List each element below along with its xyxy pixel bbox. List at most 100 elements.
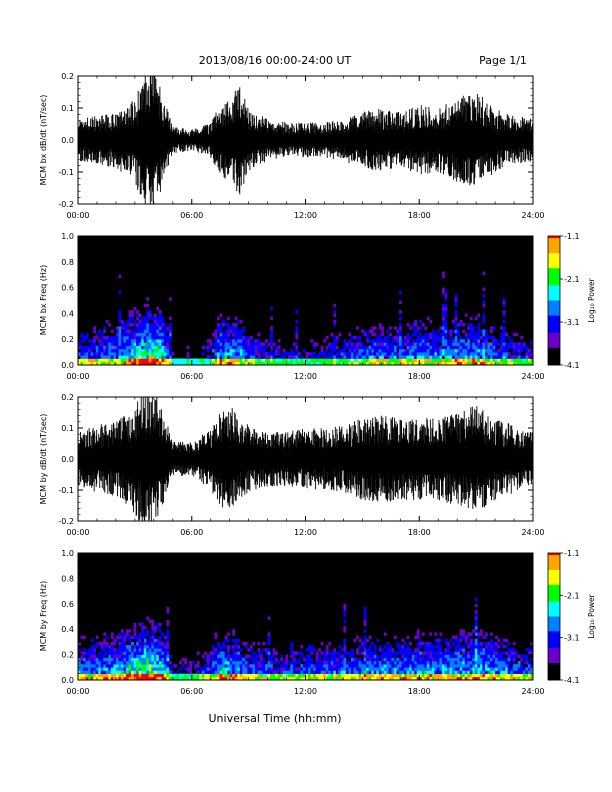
spectrogram-cell xyxy=(335,670,339,674)
spectrogram-cell xyxy=(93,645,96,649)
spectrogram-cell xyxy=(414,352,418,356)
spectrogram-cell xyxy=(371,361,375,366)
spectrogram-cell xyxy=(477,361,481,366)
spectrogram-cell xyxy=(265,673,268,678)
spectrogram-cell xyxy=(512,348,516,353)
spectrogram-cell xyxy=(158,676,162,681)
spectrogram-cell xyxy=(148,638,152,643)
spectrogram-cell xyxy=(396,651,400,655)
spectrogram-cell xyxy=(340,657,344,662)
spectrogram-cell xyxy=(88,673,91,678)
spectrogram-cell xyxy=(126,654,129,659)
spectrogram-cell xyxy=(409,670,412,674)
spectrogram-cell xyxy=(469,651,473,655)
spectrogram-cell xyxy=(444,352,448,356)
spectrogram-cell xyxy=(371,332,375,337)
spectrogram-cell xyxy=(158,629,162,633)
spectrogram-cell xyxy=(452,348,455,353)
spectrogram-cell xyxy=(100,332,104,337)
spectrogram-cell xyxy=(242,664,246,668)
spectrogram-cell xyxy=(158,638,162,643)
spectrogram-cell xyxy=(378,358,382,363)
spectrogram-cell xyxy=(156,306,160,311)
spectrogram-cell xyxy=(439,645,443,649)
spectrogram-cell xyxy=(78,345,81,350)
spectrogram-cell xyxy=(300,654,304,659)
spectrogram-cell xyxy=(517,342,521,346)
spectrogram-cell xyxy=(265,361,268,366)
spectrogram-cell xyxy=(110,673,114,678)
spectrogram-cell xyxy=(242,352,246,356)
spectrogram-cell xyxy=(335,345,339,350)
spectrogram-cell xyxy=(340,355,344,359)
spectrogram-cell xyxy=(472,361,476,366)
spectrogram-cell xyxy=(90,664,94,668)
spectrogram-cell xyxy=(515,358,519,363)
spectrogram-cell xyxy=(356,361,359,366)
spectrogram-cell xyxy=(477,667,481,671)
spectrogram-cell xyxy=(95,358,99,363)
spectrogram-cell xyxy=(313,670,316,674)
spectrogram-cell xyxy=(479,664,483,668)
spectrogram-cell xyxy=(371,670,375,674)
spectrogram-cell xyxy=(179,673,182,678)
spectrogram-cell xyxy=(323,664,327,668)
spectrogram-cell xyxy=(156,339,160,343)
spectrogram-cell xyxy=(126,651,129,655)
spectrogram-cell xyxy=(325,335,329,340)
spectrogram-cell xyxy=(108,657,112,662)
spectrogram-cell xyxy=(442,676,445,681)
spectrogram-cell xyxy=(80,673,84,678)
spectrogram-cell xyxy=(100,645,104,649)
spectrogram-cell xyxy=(348,339,352,343)
spectrogram-cell xyxy=(500,641,503,646)
spectrogram-cell xyxy=(406,355,410,359)
spectrogram-cell xyxy=(179,660,182,665)
spectrogram-cell xyxy=(363,676,367,681)
spectrogram-cell xyxy=(452,670,455,674)
spectrogram-cell xyxy=(436,651,440,655)
spectrogram-cell xyxy=(143,638,147,643)
spectrogram-cell xyxy=(495,355,498,359)
spectrogram-cell xyxy=(262,352,266,356)
spectrogram-cell xyxy=(151,651,155,655)
spectrogram-cell xyxy=(368,654,372,659)
spectrogram-cell xyxy=(500,654,503,659)
spectrogram-cell xyxy=(229,645,233,649)
spectrogram-cell xyxy=(363,606,367,611)
spectrogram-cell xyxy=(416,657,420,662)
spectrogram-cell xyxy=(88,676,91,681)
spectrogram-cell xyxy=(388,348,392,353)
spectrogram-cell xyxy=(217,345,220,350)
spectrogram-cell xyxy=(515,345,519,350)
spectrogram-cell xyxy=(414,339,418,343)
spectrogram-cell xyxy=(163,339,167,343)
spectrogram-cell xyxy=(126,345,129,350)
spectrogram-cell xyxy=(335,358,339,363)
spectrogram-cell xyxy=(343,603,347,608)
spectrogram-cell xyxy=(383,667,387,671)
spectrogram-cell xyxy=(232,352,236,356)
spectrogram-cell xyxy=(434,342,438,346)
spectrogram-cell xyxy=(368,345,372,350)
spectrogram-cell xyxy=(136,348,139,353)
spectrogram-cell xyxy=(376,335,380,340)
spectrogram-cell xyxy=(169,355,172,359)
spectrogram-cell xyxy=(105,660,109,665)
spectrogram-cell xyxy=(156,355,160,359)
colorbar-tick-label: -2.1 xyxy=(564,591,580,600)
spectrogram-cell xyxy=(507,657,511,662)
spectrogram-cell xyxy=(136,645,139,649)
spectrogram-cell xyxy=(353,335,357,340)
spectrogram-cell xyxy=(431,352,435,356)
spectrogram-cell xyxy=(328,641,332,646)
spectrogram-cell xyxy=(260,657,263,662)
spectrogram-cell xyxy=(502,651,506,655)
spectrogram-cell xyxy=(338,654,342,659)
spectrogram-cell xyxy=(366,355,369,359)
spectrogram-cell xyxy=(482,329,486,334)
spectrogram-cell xyxy=(123,632,127,636)
spectrogram-cell xyxy=(399,329,402,334)
spectrogram-cell xyxy=(151,638,155,643)
spectrogram-cell xyxy=(426,345,430,350)
